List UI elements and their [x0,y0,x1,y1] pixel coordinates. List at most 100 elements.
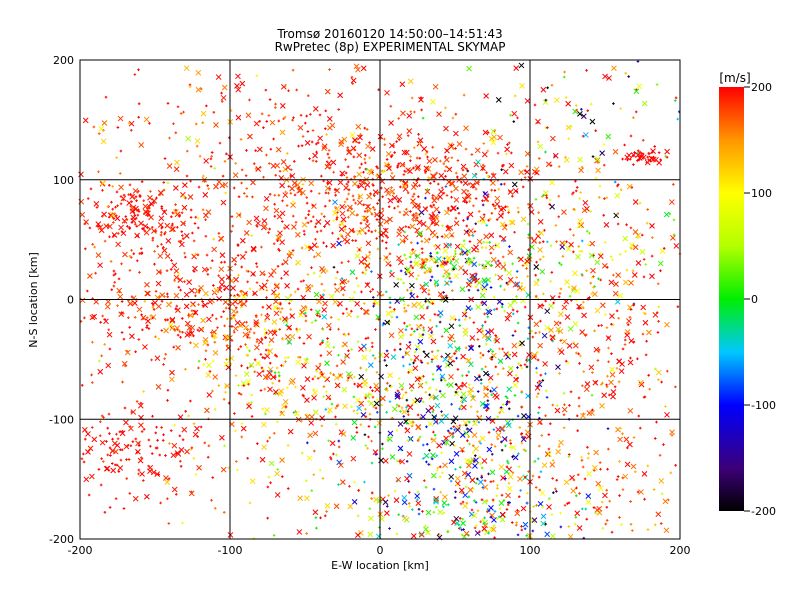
data-point-cross [448,323,455,330]
data-point-plus [358,248,361,252]
data-point-plus [408,505,412,508]
data-point-plus [364,444,368,447]
data-point-cross [475,159,481,165]
data-point-cross [139,471,145,477]
data-point-cross [99,439,106,446]
data-point-plus [485,499,489,503]
data-point-plus [550,271,554,274]
data-point-plus [189,208,193,212]
data-point-cross [303,358,310,365]
data-point-cross [506,311,513,318]
colorbar-label: [m/s] [719,71,750,85]
data-point-plus [112,269,116,273]
data-point-plus [184,196,187,200]
data-point-plus [134,437,138,441]
data-point-cross [194,425,200,432]
data-point-cross [627,407,634,414]
data-point-cross [442,248,449,254]
data-point-plus [508,280,512,284]
data-point-plus [455,356,458,360]
data-point-cross [246,403,252,410]
data-point-plus [116,437,120,441]
data-point-plus [470,153,474,156]
data-point-plus [537,444,541,448]
data-point-plus [507,211,510,214]
data-point-cross [595,480,602,487]
data-point-plus [664,405,667,408]
data-point-cross [224,333,230,340]
data-point-cross [662,498,669,505]
data-point-plus [333,188,337,191]
data-point-cross [564,314,571,320]
data-point-plus [401,396,404,400]
data-point-cross [517,285,523,291]
data-point-plus [245,353,248,357]
data-point-plus [328,166,332,170]
data-point-cross [641,100,648,107]
data-point-plus [111,185,114,188]
data-point-plus [551,477,554,480]
data-point-cross [426,158,433,165]
data-point-cross [467,345,474,351]
data-point-cross [622,473,629,480]
data-point-cross [483,93,490,99]
data-point-cross [485,329,491,336]
data-point-cross [279,102,286,109]
data-point-plus [486,131,490,134]
y-tick-label: -200 [49,533,74,546]
data-point-cross [138,422,144,429]
data-point-plus [613,385,617,389]
data-point-plus [160,207,164,210]
data-point-cross [295,359,301,366]
data-point-cross [367,531,374,538]
data-point-plus [289,192,293,195]
data-point-cross [512,188,519,194]
data-point-cross [116,287,123,294]
data-point-cross [453,451,460,457]
data-point-plus [659,269,662,273]
data-point-plus [478,530,481,534]
data-point-plus [347,192,350,196]
data-point-plus [237,195,241,199]
data-point-plus [517,210,520,214]
data-point-plus [136,213,140,217]
data-point-cross [336,459,343,466]
data-point-plus [530,236,534,240]
data-point-plus [438,320,442,324]
data-point-plus [436,182,440,186]
data-point-plus [404,257,408,260]
data-point-plus [201,208,205,212]
data-point-cross [126,200,133,206]
data-point-plus [375,371,379,374]
data-point-plus [497,515,501,519]
data-point-plus [567,137,570,140]
data-point-plus [563,403,566,407]
data-point-cross [460,163,467,170]
data-point-cross [448,458,455,465]
data-point-cross [606,75,612,81]
data-point-cross [358,259,365,265]
data-point-plus [364,161,367,165]
data-point-plus [462,219,465,222]
data-point-cross [540,86,547,93]
data-point-plus [476,250,480,253]
data-point-cross [471,261,478,268]
data-point-plus [418,142,421,146]
data-point-cross [412,365,419,372]
data-point-plus [526,202,530,206]
data-point-plus [354,201,357,205]
data-point-plus [597,348,601,352]
data-point-plus [564,359,568,363]
data-point-plus [371,183,375,186]
data-point-plus [266,516,269,520]
data-point-plus [92,125,96,129]
data-point-plus [557,215,561,219]
data-point-plus [309,308,313,311]
data-point-plus [617,316,620,320]
data-point-plus [111,437,114,441]
data-point-cross [490,128,497,135]
data-point-cross [253,319,260,325]
data-point-plus [649,159,652,163]
data-point-cross [230,285,236,291]
data-point-plus [113,281,116,284]
